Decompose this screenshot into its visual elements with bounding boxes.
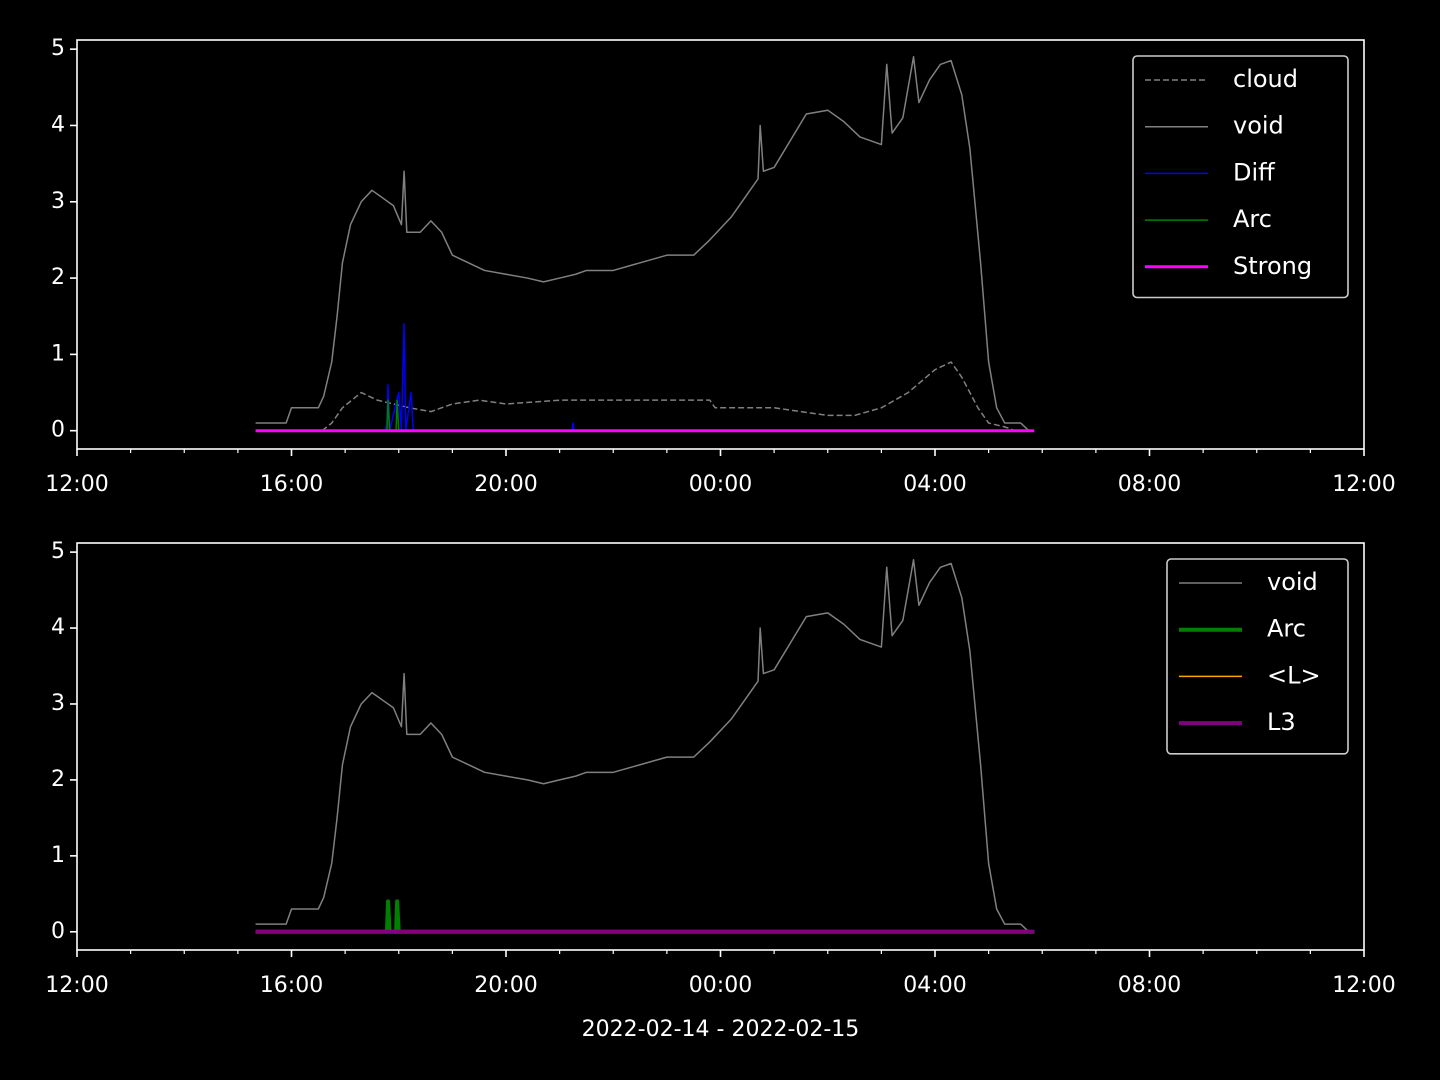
legend-label: cloud (1233, 65, 1298, 93)
plot-area (255, 56, 1035, 433)
legend-label: Diff (1233, 158, 1275, 186)
legend-label: <L> (1267, 661, 1321, 689)
x-tick-label: 08:00 (1118, 973, 1181, 998)
legend-label: Arc (1233, 205, 1272, 233)
axes: 0 1 2 3 4 5 12:00 16:00 20:00 00:00 04:00 08:00 12:0… (45, 36, 1395, 497)
x-tick-label: 20:00 (474, 973, 537, 998)
y-tick-label: 3 (51, 691, 65, 716)
x-tick-label: 08:00 (1118, 472, 1181, 497)
y-tick-label: 5 (51, 36, 65, 61)
x-tick-label: 12:00 (45, 472, 108, 497)
legend: void Arc <L> L3 (1166, 558, 1349, 755)
series-line (255, 56, 1035, 432)
series-line (255, 399, 1035, 432)
y-tick-label: 5 (51, 539, 65, 564)
legend-frame (1166, 558, 1349, 755)
x-tick-label: 12:00 (1332, 472, 1395, 497)
y-tick-label: 4 (51, 112, 65, 137)
y-tick-label: 0 (51, 418, 65, 443)
series-line (255, 558, 1035, 933)
legend-label: L3 (1267, 708, 1296, 736)
series-line (321, 361, 1016, 432)
legend-label: void (1267, 568, 1318, 596)
x-tick-label: 16:00 (260, 472, 323, 497)
y-tick-label: 0 (51, 919, 65, 944)
y-tick-label: 2 (51, 767, 65, 792)
axes: 0 1 2 3 4 5 12:00 16:00 20:00 00:00 04:00 08:00 12:0… (45, 539, 1395, 1042)
legend-frame (1132, 55, 1349, 299)
legend-label: Strong (1233, 252, 1312, 280)
x-tick-label: 04:00 (903, 973, 966, 998)
legend: cloud void Diff Arc Strong (1132, 55, 1349, 299)
series-line (255, 323, 1035, 432)
legend-label: Arc (1267, 615, 1306, 643)
y-tick-label: 1 (51, 843, 65, 868)
y-tick-label: 3 (51, 189, 65, 214)
series-line (255, 899, 1035, 934)
x-axis-label: 2022-02-14 - 2022-02-15 (582, 1017, 860, 1042)
y-tick-label: 4 (51, 615, 65, 640)
x-tick-label: 00:00 (689, 973, 752, 998)
x-tick-label: 12:00 (45, 973, 108, 998)
y-tick-label: 2 (51, 265, 65, 290)
y-tick-label: 1 (51, 341, 65, 366)
x-tick-label: 16:00 (260, 973, 323, 998)
plot-area (255, 558, 1035, 934)
x-tick-label: 04:00 (903, 472, 966, 497)
legend-label: void (1233, 112, 1284, 140)
x-tick-label: 12:00 (1332, 973, 1395, 998)
x-tick-label: 00:00 (689, 472, 752, 497)
x-tick-label: 20:00 (474, 472, 537, 497)
